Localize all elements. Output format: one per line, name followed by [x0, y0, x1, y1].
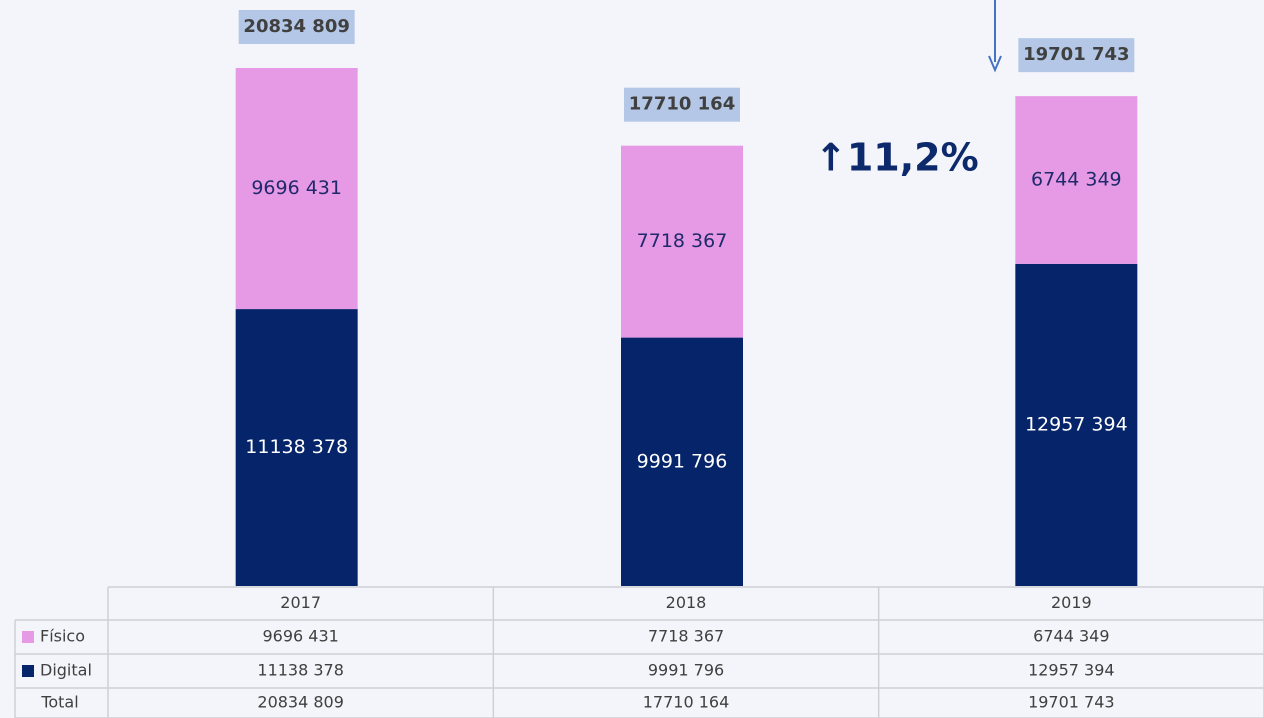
bar-segment	[1015, 263, 1138, 586]
total-row-label: Total	[40, 693, 78, 712]
table-cell: 20834 809	[257, 693, 344, 712]
table-cell: 12957 394	[1028, 661, 1115, 680]
bar-segment	[1015, 96, 1138, 264]
data-label: 6744 349	[1031, 169, 1122, 191]
total-box	[238, 10, 355, 44]
table-cell: 19701 743	[1028, 693, 1115, 712]
bar-segment	[621, 337, 743, 586]
legend-swatch	[22, 665, 34, 677]
legend-swatch	[22, 631, 34, 643]
total-label: 17710 164	[629, 94, 735, 115]
legend-label: Físico	[40, 627, 85, 646]
data-label: 9696 431	[251, 177, 342, 199]
bar-segment	[621, 145, 743, 338]
table-cell: 17710 164	[643, 693, 730, 712]
bar-segment	[235, 68, 358, 310]
total-box	[1018, 38, 1135, 73]
data-label: 11138 378	[245, 436, 348, 458]
x-tick-label: 2019	[1051, 593, 1092, 612]
legend-label: Digital	[40, 661, 92, 680]
table-cell: 6744 349	[1033, 627, 1109, 646]
bar-segment	[235, 309, 358, 586]
pointer-arrow-head	[988, 55, 1002, 73]
total-label: 20834 809	[243, 16, 349, 37]
table-cell: 9991 796	[648, 661, 724, 680]
table-cell: 11138 378	[257, 661, 344, 680]
data-label: 12957 394	[1025, 413, 1128, 435]
data-label: 9991 796	[637, 450, 728, 472]
table-cell: 9696 431	[262, 627, 338, 646]
table-cell: 7718 367	[648, 627, 724, 646]
x-tick-label: 2017	[280, 593, 321, 612]
total-label: 19701 743	[1023, 44, 1129, 65]
data-label: 7718 367	[637, 230, 728, 252]
x-tick-label: 2018	[666, 593, 707, 612]
annotation: ↑11,2%	[815, 136, 979, 180]
total-box	[624, 87, 740, 122]
